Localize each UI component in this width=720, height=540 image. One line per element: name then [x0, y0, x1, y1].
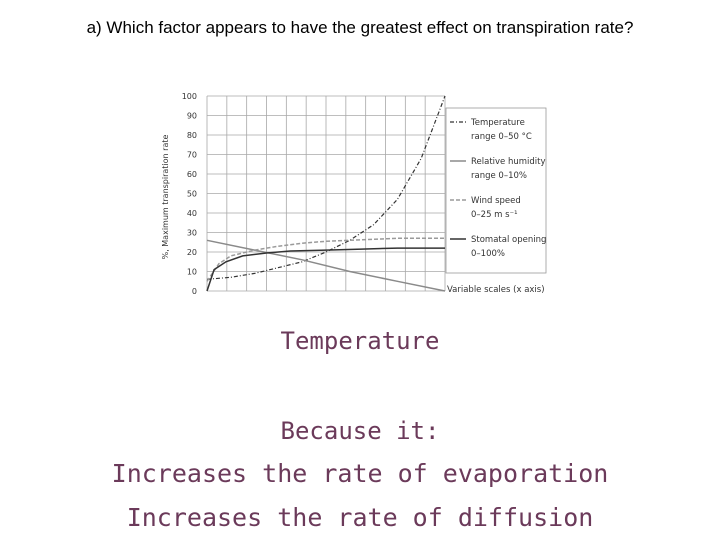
legend-label: range 0–10%	[471, 171, 527, 181]
series-line-4	[206, 247, 445, 292]
y-axis-label: %, Maximum transpiration rate	[161, 135, 170, 260]
legend-label: 0–25 m s⁻¹	[471, 210, 517, 220]
y-tick-label: 70	[187, 151, 197, 160]
y-tick-label: 10	[187, 268, 197, 277]
y-tick-label: 60	[187, 170, 197, 179]
series-line-2	[206, 239, 446, 292]
question-text: a) Which factor appears to have the grea…	[86, 18, 634, 37]
chart-grid	[206, 95, 446, 292]
y-tick-label: 80	[187, 131, 197, 140]
legend-label: Stomatal opening	[471, 235, 546, 245]
legend-label: 0–100%	[471, 249, 505, 259]
legend-label: range 0–50 °C	[471, 132, 532, 142]
answer-reason-1: Increases the rate of evaporation	[111, 459, 609, 488]
chart-series	[206, 95, 446, 292]
answer-reason-2: Increases the rate of diffusion	[126, 503, 594, 532]
answer-because: Because it:	[280, 417, 440, 445]
y-tick-label: 100	[182, 92, 197, 101]
series-line-3	[206, 237, 445, 282]
series-line-1	[206, 95, 446, 280]
legend-box	[445, 107, 547, 274]
x-axis-label: Variable scales (x axis)	[447, 285, 545, 295]
legend-label: Wind speed	[471, 196, 521, 206]
legend-label: Temperature	[470, 118, 525, 128]
y-tick-labels: 0 10 20 30 40 50 60 70 80 90 100	[182, 92, 197, 296]
chart-legend: Temperature range 0–50 °C Relative humidit…	[445, 107, 547, 274]
y-tick-label: 0	[192, 287, 197, 296]
answer-title: Temperature	[280, 327, 440, 355]
legend-label: Relative humidity	[471, 157, 546, 167]
y-tick-label: 50	[187, 190, 197, 199]
y-tick-label: 40	[187, 209, 197, 218]
y-tick-label: 90	[187, 112, 197, 121]
y-tick-label: 20	[187, 248, 197, 257]
transpiration-chart: 0 10 20 30 40 50 60 70 80 90 100 %, Maximum transp…	[161, 92, 547, 296]
y-tick-label: 30	[187, 229, 197, 238]
